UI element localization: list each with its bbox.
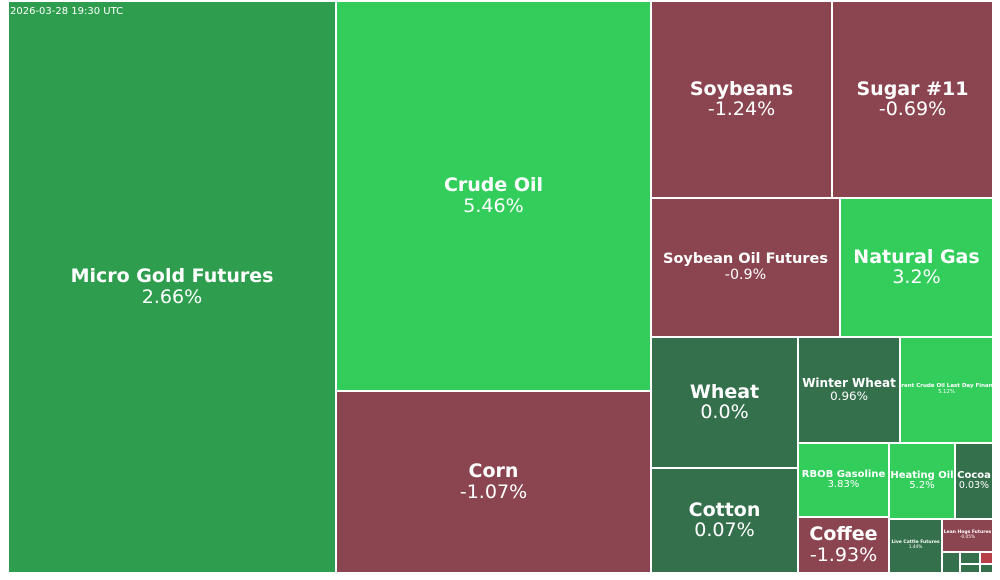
tile-name: Heating Oil [890, 469, 954, 481]
treemap-tile-corn[interactable]: Corn -1.07% [336, 391, 651, 573]
tile-change: 5.12% [938, 389, 955, 396]
treemap-tile-winter-wheat[interactable]: Winter Wheat 0.96% [798, 337, 900, 443]
tile-name: Crude Oil [443, 174, 544, 197]
tile-change: 0.96% [830, 389, 868, 404]
tile-name: Lean Hogs Futures [943, 529, 992, 535]
treemap-tile-minor-5 [980, 564, 993, 573]
treemap-tile-micro-gold-futures[interactable]: Micro Gold Futures 2.66% [8, 1, 336, 573]
tile-name: Cocoa [957, 469, 991, 481]
treemap-tile-cotton[interactable]: Cotton 0.07% [651, 468, 798, 573]
tile-change: -0.9% [724, 266, 767, 283]
tile-name: Micro Gold Futures [70, 265, 274, 288]
treemap-tile-heating-oil[interactable]: Heating Oil 5.2% [889, 443, 955, 519]
treemap-tile-brent-crude-oil-last-day-financ[interactable]: Brent Crude Oil Last Day Financ 5.12% [900, 337, 993, 443]
tile-name: Winter Wheat [802, 376, 896, 391]
treemap-tile-cocoa[interactable]: Cocoa 0.03% [955, 443, 993, 519]
treemap-tile-minor-1 [942, 552, 960, 573]
tile-name: Wheat [689, 380, 760, 403]
tile-change: -0.69% [878, 98, 947, 121]
timestamp: 2026-03-28 19:30 UTC [10, 6, 124, 17]
tile-name: RBOB Gasoline [801, 468, 886, 480]
tile-change: 3.83% [827, 479, 860, 490]
tile-change: 3.2% [892, 266, 941, 289]
tile-change: -1.24% [707, 98, 776, 121]
treemap-tile-soybeans[interactable]: Soybeans -1.24% [651, 1, 832, 198]
treemap-tile-live-cattle-futures[interactable]: Live Cattle Futures 1.44% [889, 519, 942, 573]
tile-name: Corn [468, 460, 519, 483]
tile-change: 2.66% [141, 285, 203, 308]
tile-change: 5.2% [909, 480, 935, 491]
treemap-tile-rbob-gasoline[interactable]: RBOB Gasoline 3.83% [798, 443, 889, 517]
treemap-tile-minor-2 [960, 552, 980, 564]
tile-name: Soybean Oil Futures [663, 251, 828, 268]
tile-name: Live Cattle Futures [891, 540, 940, 546]
tile-change: 0.0% [700, 401, 749, 424]
tile-name: Sugar #11 [856, 77, 969, 100]
treemap-tile-soybean-oil-futures[interactable]: Soybean Oil Futures -0.9% [651, 198, 840, 337]
treemap-tile-natural-gas[interactable]: Natural Gas 3.2% [840, 198, 993, 337]
treemap-tile-lean-hogs-futures[interactable]: Lean Hogs Futures -0.05% [942, 519, 993, 552]
tile-change: -1.93% [809, 543, 878, 566]
treemap-tile-minor-4 [960, 564, 980, 573]
treemap-tile-crude-oil[interactable]: Crude Oil 5.46% [336, 1, 651, 391]
tile-change: 5.46% [463, 194, 524, 217]
tile-name: Coffee [809, 523, 878, 546]
tile-name: Soybeans [689, 77, 794, 100]
tile-change: 0.03% [958, 480, 990, 492]
treemap-tile-coffee[interactable]: Coffee -1.93% [798, 517, 889, 573]
tile-change: 1.44% [908, 545, 923, 551]
tile-name: Brent Crude Oil Last Day Financ [900, 383, 993, 390]
treemap-tile-sugar-11[interactable]: Sugar #11 -0.69% [832, 1, 993, 198]
treemap-tile-wheat[interactable]: Wheat 0.0% [651, 337, 798, 468]
tile-change: -0.05% [959, 534, 976, 540]
tile-change: 0.07% [694, 519, 755, 542]
tile-name: Natural Gas [853, 245, 980, 268]
treemap-tile-minor-3 [980, 552, 993, 564]
tile-change: -1.07% [459, 480, 528, 503]
tile-name: Cotton [688, 498, 761, 521]
